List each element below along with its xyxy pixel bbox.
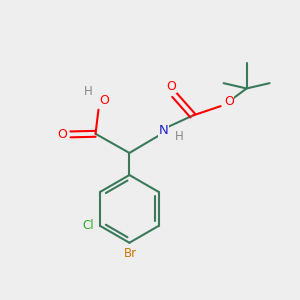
Text: H: H <box>175 130 183 143</box>
Text: H: H <box>84 85 92 98</box>
Text: O: O <box>57 128 67 141</box>
Text: N: N <box>158 124 168 137</box>
Text: Br: Br <box>124 248 137 260</box>
Text: O: O <box>224 95 234 108</box>
Text: O: O <box>99 94 109 107</box>
Text: Cl: Cl <box>82 219 94 232</box>
Text: O: O <box>167 80 176 93</box>
